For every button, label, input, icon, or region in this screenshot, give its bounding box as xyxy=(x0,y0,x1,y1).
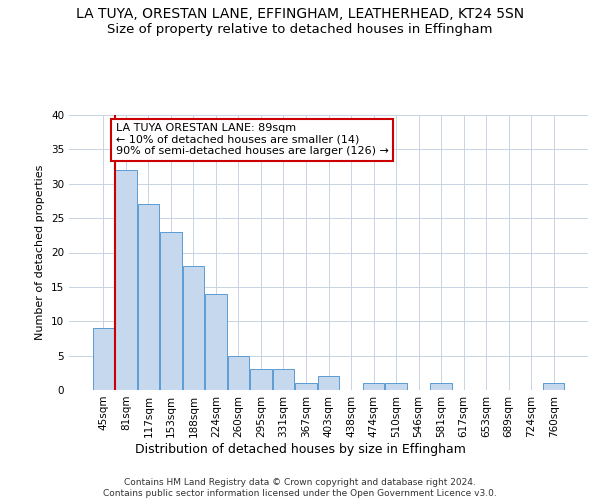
Text: Size of property relative to detached houses in Effingham: Size of property relative to detached ho… xyxy=(107,22,493,36)
Bar xyxy=(228,356,249,390)
Bar xyxy=(318,376,339,390)
Bar xyxy=(385,383,407,390)
Bar xyxy=(543,383,565,390)
Bar xyxy=(160,232,182,390)
Text: LA TUYA ORESTAN LANE: 89sqm
← 10% of detached houses are smaller (14)
90% of sem: LA TUYA ORESTAN LANE: 89sqm ← 10% of det… xyxy=(116,123,389,156)
Text: LA TUYA, ORESTAN LANE, EFFINGHAM, LEATHERHEAD, KT24 5SN: LA TUYA, ORESTAN LANE, EFFINGHAM, LEATHE… xyxy=(76,8,524,22)
Text: Contains HM Land Registry data © Crown copyright and database right 2024.
Contai: Contains HM Land Registry data © Crown c… xyxy=(103,478,497,498)
Bar xyxy=(295,383,317,390)
Bar xyxy=(205,294,227,390)
Bar xyxy=(115,170,137,390)
Bar xyxy=(92,328,114,390)
Bar xyxy=(137,204,159,390)
Bar xyxy=(363,383,384,390)
Bar xyxy=(273,370,294,390)
Text: Distribution of detached houses by size in Effingham: Distribution of detached houses by size … xyxy=(134,442,466,456)
Bar xyxy=(182,266,204,390)
Bar xyxy=(430,383,452,390)
Bar xyxy=(250,370,272,390)
Y-axis label: Number of detached properties: Number of detached properties xyxy=(35,165,46,340)
